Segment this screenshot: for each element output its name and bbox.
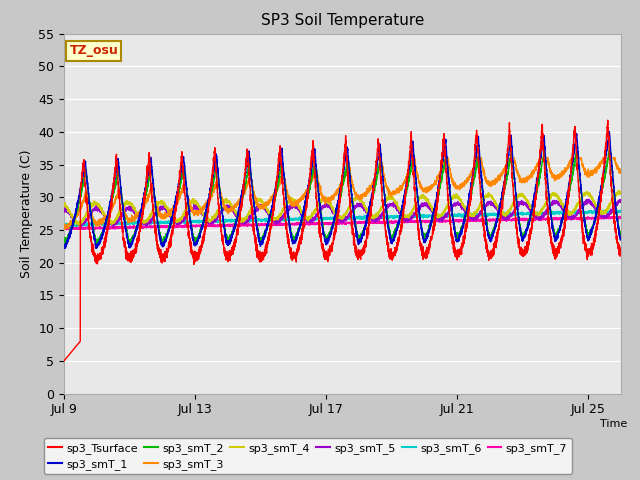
sp3_Tsurface	[60, 358, 68, 364]
sp3_smT_7	[616, 214, 623, 219]
sp3_smT_6	[60, 221, 68, 227]
sp3_Tsurface	[402, 191, 410, 196]
Line: sp3_Tsurface: sp3_Tsurface	[64, 120, 621, 361]
sp3_smT_1	[617, 234, 625, 240]
sp3_smT_2	[149, 177, 157, 182]
Y-axis label: Soil Temperature (C): Soil Temperature (C)	[20, 149, 33, 278]
sp3_Tsurface	[617, 251, 625, 256]
sp3_smT_3	[396, 186, 404, 192]
sp3_smT_7	[403, 219, 410, 225]
sp3_smT_5	[176, 221, 184, 227]
sp3_smT_7	[617, 216, 625, 222]
sp3_smT_5	[60, 208, 68, 214]
Line: sp3_smT_7: sp3_smT_7	[64, 216, 621, 230]
sp3_smT_2	[606, 144, 614, 149]
sp3_smT_2	[111, 186, 118, 192]
sp3_smT_6	[149, 220, 157, 226]
sp3_smT_7	[65, 227, 73, 233]
Text: Time: Time	[600, 419, 628, 429]
sp3_Tsurface	[176, 170, 184, 176]
sp3_smT_6	[111, 221, 118, 227]
sp3_smT_3	[60, 224, 68, 229]
sp3_smT_3	[410, 155, 418, 161]
sp3_smT_2	[458, 224, 466, 230]
sp3_smT_3	[149, 185, 157, 191]
sp3_smT_5	[149, 214, 157, 220]
Line: sp3_smT_3: sp3_smT_3	[64, 158, 621, 229]
sp3_smT_5	[617, 199, 625, 205]
sp3_smT_4	[403, 215, 410, 220]
sp3_smT_2	[617, 232, 625, 238]
sp3_smT_6	[176, 220, 184, 226]
sp3_smT_1	[403, 182, 410, 188]
sp3_smT_4	[396, 206, 404, 212]
sp3_smT_1	[396, 215, 404, 221]
Line: sp3_smT_5: sp3_smT_5	[64, 199, 621, 228]
sp3_Tsurface	[396, 231, 404, 237]
sp3_smT_4	[60, 202, 68, 208]
sp3_smT_4	[176, 216, 184, 221]
sp3_smT_1	[605, 129, 613, 134]
sp3_Tsurface	[604, 117, 612, 123]
sp3_smT_2	[60, 239, 68, 245]
sp3_smT_2	[403, 189, 410, 195]
sp3_smT_3	[617, 169, 625, 175]
Line: sp3_smT_1: sp3_smT_1	[64, 132, 621, 249]
sp3_smT_5	[396, 210, 404, 216]
sp3_smT_5	[111, 219, 118, 225]
sp3_smT_1	[458, 227, 466, 233]
sp3_Tsurface	[149, 201, 157, 207]
sp3_Tsurface	[458, 244, 466, 250]
sp3_smT_2	[396, 215, 404, 221]
sp3_smT_3	[458, 181, 466, 187]
sp3_Tsurface	[111, 175, 118, 180]
sp3_smT_4	[111, 217, 118, 223]
sp3_smT_7	[60, 226, 68, 232]
Text: TZ_osu: TZ_osu	[70, 44, 118, 58]
sp3_smT_2	[61, 242, 68, 248]
sp3_smT_5	[585, 196, 593, 202]
sp3_smT_4	[149, 208, 157, 214]
sp3_smT_4	[616, 188, 623, 193]
sp3_smT_5	[403, 217, 410, 223]
sp3_smT_3	[61, 227, 69, 232]
sp3_smT_7	[149, 224, 157, 230]
sp3_smT_6	[403, 213, 410, 218]
sp3_smT_1	[176, 175, 184, 181]
Title: SP3 Soil Temperature: SP3 Soil Temperature	[260, 13, 424, 28]
Legend: sp3_Tsurface, sp3_smT_1, sp3_smT_2, sp3_smT_3, sp3_smT_4, sp3_smT_5, sp3_smT_6, : sp3_Tsurface, sp3_smT_1, sp3_smT_2, sp3_…	[44, 438, 572, 474]
sp3_smT_1	[92, 246, 100, 252]
sp3_smT_6	[601, 207, 609, 213]
sp3_smT_1	[111, 176, 118, 181]
sp3_smT_4	[76, 223, 83, 229]
sp3_smT_6	[72, 223, 79, 229]
sp3_smT_6	[458, 215, 466, 220]
sp3_smT_5	[458, 203, 466, 208]
sp3_smT_5	[77, 225, 84, 231]
sp3_smT_3	[111, 199, 118, 204]
sp3_smT_2	[176, 181, 184, 187]
sp3_smT_7	[176, 223, 184, 228]
sp3_smT_1	[149, 178, 157, 184]
sp3_smT_6	[396, 214, 404, 220]
sp3_smT_7	[111, 224, 118, 229]
sp3_smT_7	[396, 219, 404, 225]
Line: sp3_smT_4: sp3_smT_4	[64, 191, 621, 226]
sp3_smT_3	[176, 193, 184, 199]
sp3_smT_1	[60, 245, 68, 251]
sp3_smT_3	[403, 177, 410, 183]
Line: sp3_smT_6: sp3_smT_6	[64, 210, 621, 226]
sp3_smT_6	[617, 208, 625, 214]
sp3_smT_4	[458, 200, 466, 206]
Line: sp3_smT_2: sp3_smT_2	[64, 146, 621, 245]
sp3_smT_7	[458, 217, 466, 223]
sp3_smT_4	[617, 191, 625, 197]
